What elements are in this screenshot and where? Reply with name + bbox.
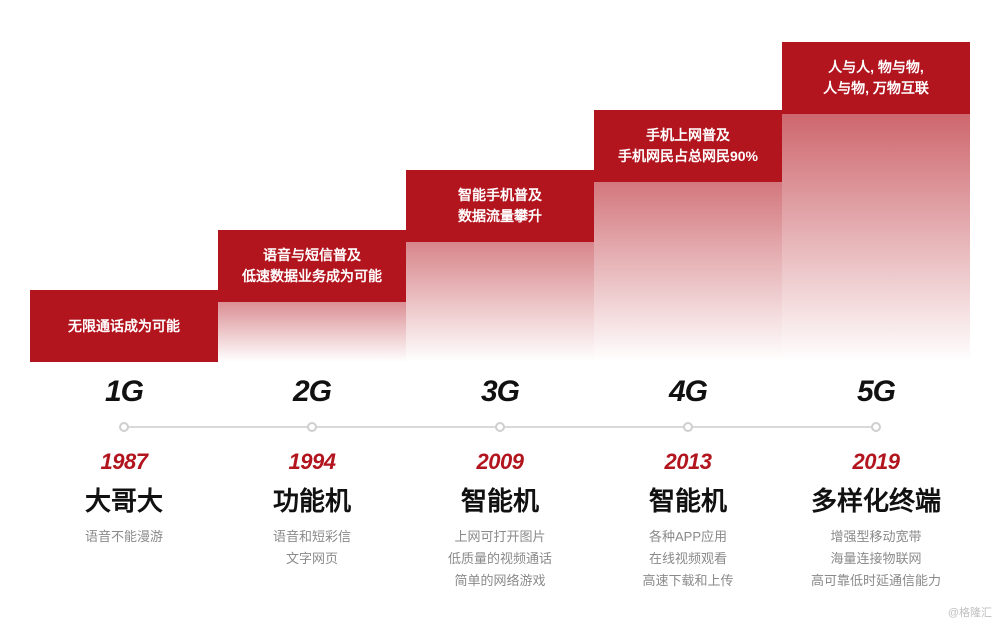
label-col-5g: 5G 2019 多样化终端增强型移动宽带 海量连接物联网 高可靠低时延通信能力	[782, 375, 970, 605]
step-caption: 语音与短信普及 低速数据业务成为可能	[218, 230, 406, 302]
label-col-1g: 1G 1987 大哥大语音不能漫游	[30, 375, 218, 605]
label-col-3g: 3G 2009 智能机上网可打开图片 低质量的视频通话 简单的网络游戏	[406, 375, 594, 605]
step-caption: 智能手机普及 数据流量攀升	[406, 170, 594, 242]
label-col-4g: 4G 2013 智能机各种APP应用 在线视频观看 高速下载和上传	[594, 375, 782, 605]
description: 语音不能漫游	[85, 526, 163, 548]
timeline-segment	[218, 417, 406, 437]
step-5g: 人与人, 物与物, 人与物, 万物互联	[782, 42, 970, 362]
step-3g: 智能手机普及 数据流量攀升	[406, 170, 594, 362]
timeline-segment	[406, 417, 594, 437]
timeline-dot	[683, 422, 693, 432]
device-label: 智能机	[461, 481, 539, 518]
timeline-segment	[782, 417, 970, 437]
step-chart: 无限通话成为可能语音与短信普及 低速数据业务成为可能智能手机普及 数据流量攀升手…	[30, 22, 970, 362]
step-4g: 手机上网普及 手机网民占总网民90%	[594, 110, 782, 362]
device-label: 智能机	[649, 481, 727, 518]
description: 上网可打开图片 低质量的视频通话 简单的网络游戏	[448, 526, 552, 592]
timeline-dot	[871, 422, 881, 432]
timeline-dot	[307, 422, 317, 432]
generation-label: 2G	[293, 375, 331, 409]
step-caption: 人与人, 物与物, 人与物, 万物互联	[782, 42, 970, 114]
description: 增强型移动宽带 海量连接物联网 高可靠低时延通信能力	[811, 526, 941, 592]
device-label: 大哥大	[85, 481, 163, 518]
description: 语音和短彩信 文字网页	[273, 526, 351, 570]
year-label: 1987	[101, 449, 148, 475]
step-2g: 语音与短信普及 低速数据业务成为可能	[218, 230, 406, 362]
timeline-segment	[30, 417, 218, 437]
description: 各种APP应用 在线视频观看 高速下载和上传	[642, 526, 733, 592]
step-fade	[782, 114, 970, 362]
device-label: 功能机	[273, 481, 351, 518]
year-label: 2019	[853, 449, 900, 475]
step-caption: 无限通话成为可能	[30, 290, 218, 362]
watermark: @格隆汇	[948, 604, 992, 620]
year-label: 2009	[477, 449, 524, 475]
generation-label: 4G	[669, 375, 707, 409]
step-caption: 手机上网普及 手机网民占总网民90%	[594, 110, 782, 182]
timeline-line	[124, 426, 218, 428]
generation-label: 3G	[481, 375, 519, 409]
labels-row: 1G 1987 大哥大语音不能漫游 2G 1994 功能机语音和短彩信 文字网页 3G 200…	[30, 375, 970, 605]
year-label: 2013	[665, 449, 712, 475]
timeline-dot	[495, 422, 505, 432]
timeline-segment	[594, 417, 782, 437]
timeline-dot	[119, 422, 129, 432]
step-fade	[406, 242, 594, 362]
generation-label: 5G	[857, 375, 895, 409]
step-1g: 无限通话成为可能	[30, 290, 218, 362]
generation-label: 1G	[105, 375, 143, 409]
timeline-line	[782, 426, 876, 428]
step-fade	[594, 182, 782, 362]
year-label: 1994	[289, 449, 336, 475]
device-label: 多样化终端	[811, 481, 941, 518]
label-col-2g: 2G 1994 功能机语音和短彩信 文字网页	[218, 375, 406, 605]
step-fade	[218, 302, 406, 362]
